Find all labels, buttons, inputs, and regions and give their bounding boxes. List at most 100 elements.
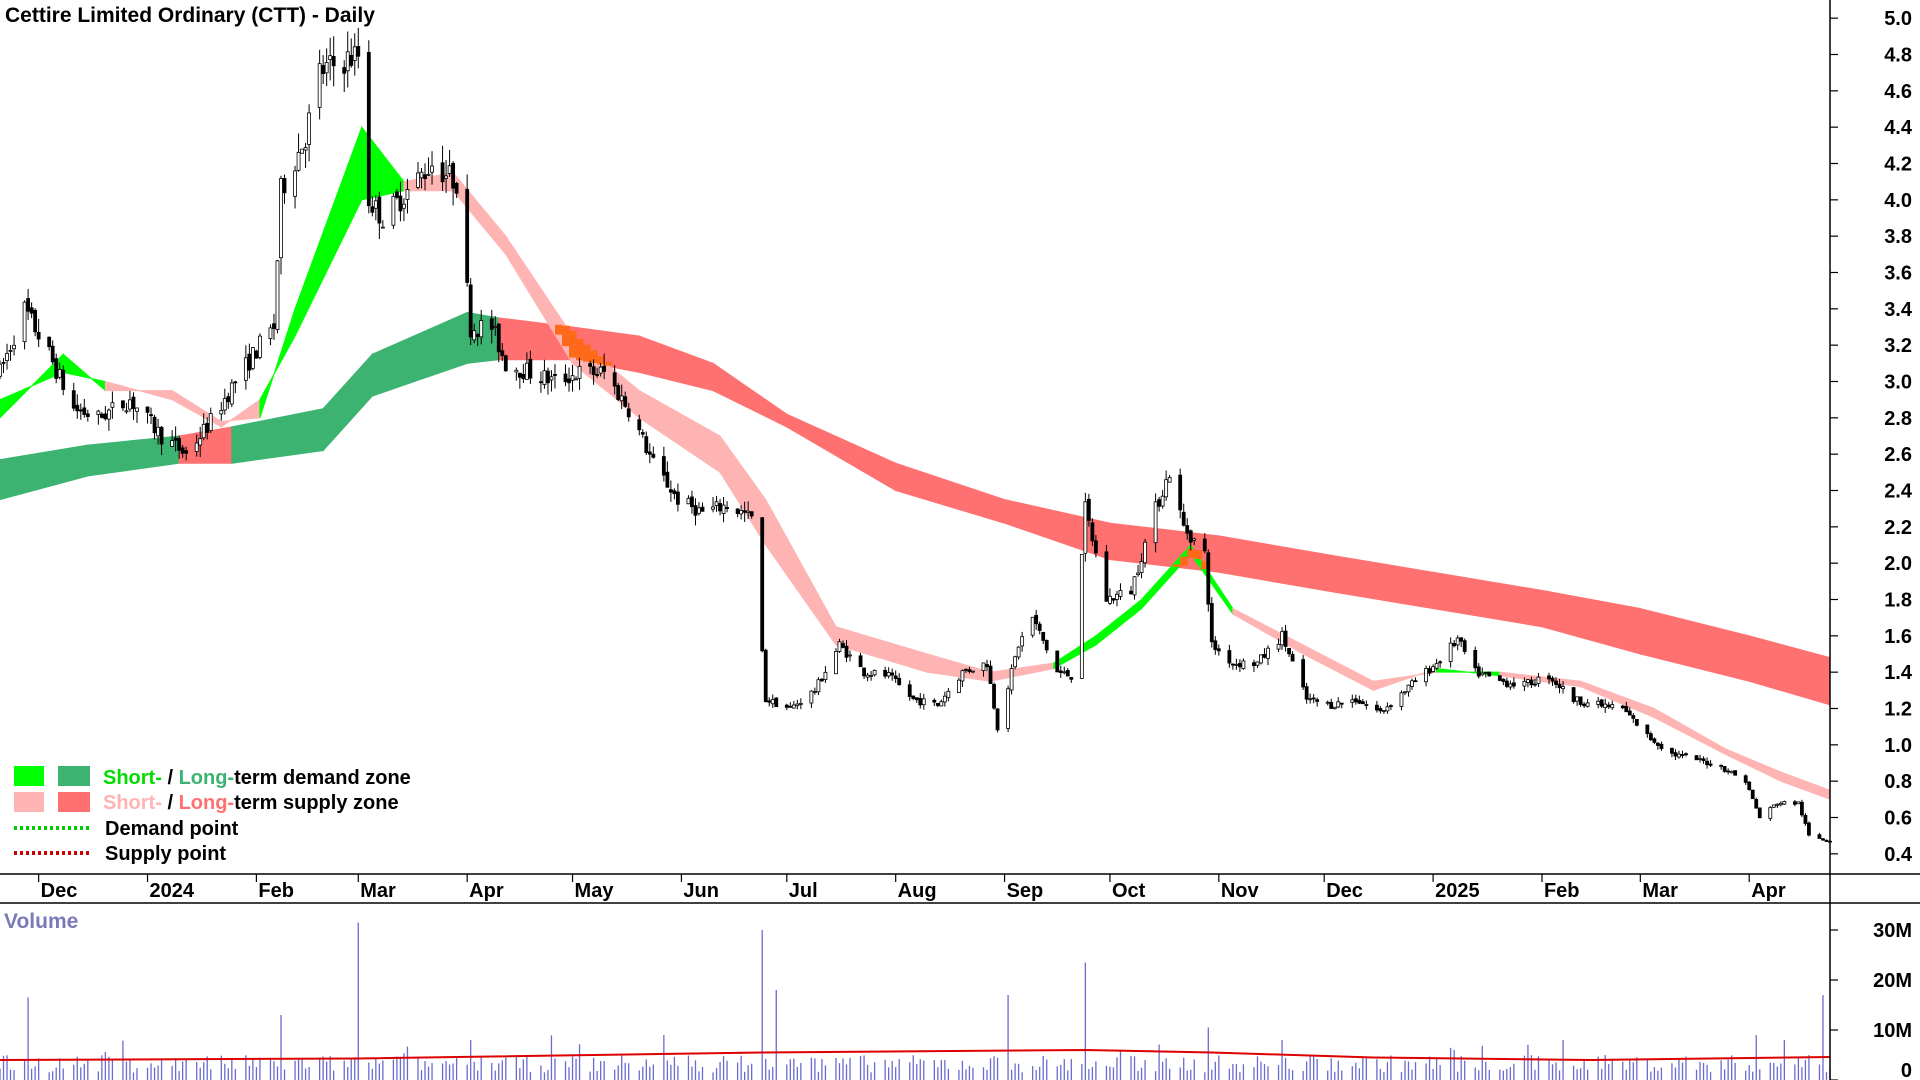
candle-62	[300, 148, 304, 154]
candle-327	[1603, 698, 1608, 713]
candle-109	[528, 350, 533, 384]
candle-348	[1705, 757, 1709, 769]
candle-25	[121, 400, 125, 411]
candle-346	[1698, 754, 1702, 763]
candle-361	[1771, 804, 1776, 808]
candle-308	[1508, 680, 1513, 691]
legend: Short- / Long-term demand zone Short- / …	[14, 766, 411, 865]
long-term-band-segment-0	[0, 444, 89, 501]
candle-41	[198, 426, 203, 457]
candle-43	[205, 417, 210, 440]
candle-20	[96, 409, 101, 425]
candle-321	[1575, 696, 1580, 706]
candle-326	[1599, 698, 1604, 709]
candle-251	[1230, 663, 1235, 670]
candle-367	[1800, 799, 1804, 817]
candle-216	[1058, 665, 1063, 678]
candle-125	[612, 365, 617, 395]
candle-354	[1733, 770, 1738, 776]
candle-353	[1729, 770, 1734, 774]
price-tick-label-21: 0.8	[1884, 771, 1912, 793]
legend-supply-zone-label: Short- / Long-term supply zone	[103, 792, 399, 814]
overlap-band-1	[561, 325, 570, 347]
date-tick-label-8: Aug	[898, 880, 937, 902]
candle-3	[8, 345, 13, 361]
candle-302	[1480, 667, 1485, 677]
candle-369	[1807, 821, 1811, 837]
candle-56	[272, 313, 276, 340]
long-term-band-segment-19	[1639, 607, 1750, 682]
candle-307	[1504, 677, 1509, 689]
candle-295	[1448, 637, 1453, 668]
candle-12	[54, 353, 59, 384]
candle-170	[834, 648, 838, 675]
candle-276	[1353, 694, 1358, 705]
candles-layer	[0, 27, 1832, 845]
candle-194	[946, 688, 951, 702]
legend-swatch-short-supply	[14, 792, 44, 812]
short-term-band-segment-9	[452, 171, 507, 256]
candle-18	[82, 398, 87, 418]
candle-301	[1476, 663, 1481, 679]
candle-265	[1301, 655, 1306, 690]
legend-supply-long: Long-	[179, 792, 235, 814]
candle-231	[1132, 576, 1137, 600]
candle-234	[1143, 538, 1147, 568]
candle-150	[735, 508, 740, 518]
price-tick-label-14: 2.2	[1884, 517, 1912, 539]
candle-196	[960, 669, 965, 688]
candle-309	[1511, 677, 1516, 689]
candle-323	[1582, 702, 1587, 709]
candle-72	[349, 38, 354, 68]
candle-330	[1620, 704, 1625, 710]
candle-136	[665, 461, 670, 488]
short-term-band-segment-13	[719, 434, 767, 547]
candle-372	[1824, 839, 1829, 842]
candle-99	[479, 309, 484, 345]
candle-187	[914, 697, 919, 703]
candle-263	[1287, 648, 1291, 657]
price-tick-label-2: 4.6	[1884, 81, 1912, 103]
candle-134	[651, 446, 656, 459]
candle-133	[647, 443, 652, 464]
candle-6	[26, 288, 30, 320]
candle-220	[1079, 553, 1084, 679]
candle-90	[440, 145, 445, 192]
candle-4	[12, 335, 16, 356]
candle-169	[823, 666, 828, 684]
short-term-band-segment-6	[294, 126, 363, 337]
candle-93	[451, 161, 456, 206]
short-term-band-segment-18	[1053, 634, 1097, 670]
candle-130	[637, 414, 642, 436]
volume-tick-label-3: 0	[1901, 1060, 1912, 1080]
candle-342	[1677, 750, 1681, 759]
candle-359	[1757, 807, 1762, 819]
candle-9	[36, 318, 41, 348]
candle-53	[254, 349, 259, 359]
long-term-band-segment-20	[1748, 635, 1831, 706]
overlap-band-10	[1187, 548, 1195, 558]
candle-298	[1459, 637, 1464, 648]
candle-324	[1585, 699, 1590, 708]
candle-168	[820, 678, 824, 682]
candle-366	[1796, 801, 1801, 805]
candle-55	[268, 324, 273, 346]
candle-303	[1483, 671, 1488, 678]
candle-7	[29, 302, 34, 319]
candle-135	[661, 446, 666, 482]
candle-107	[521, 363, 526, 384]
volume-tick-label-2: 10M	[1873, 1020, 1912, 1042]
short-term-band-segment-1	[62, 353, 106, 392]
candle-299	[1462, 638, 1467, 655]
candle-27	[128, 390, 132, 413]
candle-225	[1104, 544, 1109, 602]
candle-274	[1339, 702, 1344, 709]
candle-273	[1336, 697, 1341, 709]
candle-232	[1136, 565, 1140, 577]
date-tick-label-1: 2024	[150, 880, 195, 902]
short-term-band-segment-12	[638, 389, 721, 474]
short-term-band-segment-23	[1302, 644, 1374, 692]
candle-15	[71, 382, 76, 412]
candle-144	[700, 502, 705, 512]
